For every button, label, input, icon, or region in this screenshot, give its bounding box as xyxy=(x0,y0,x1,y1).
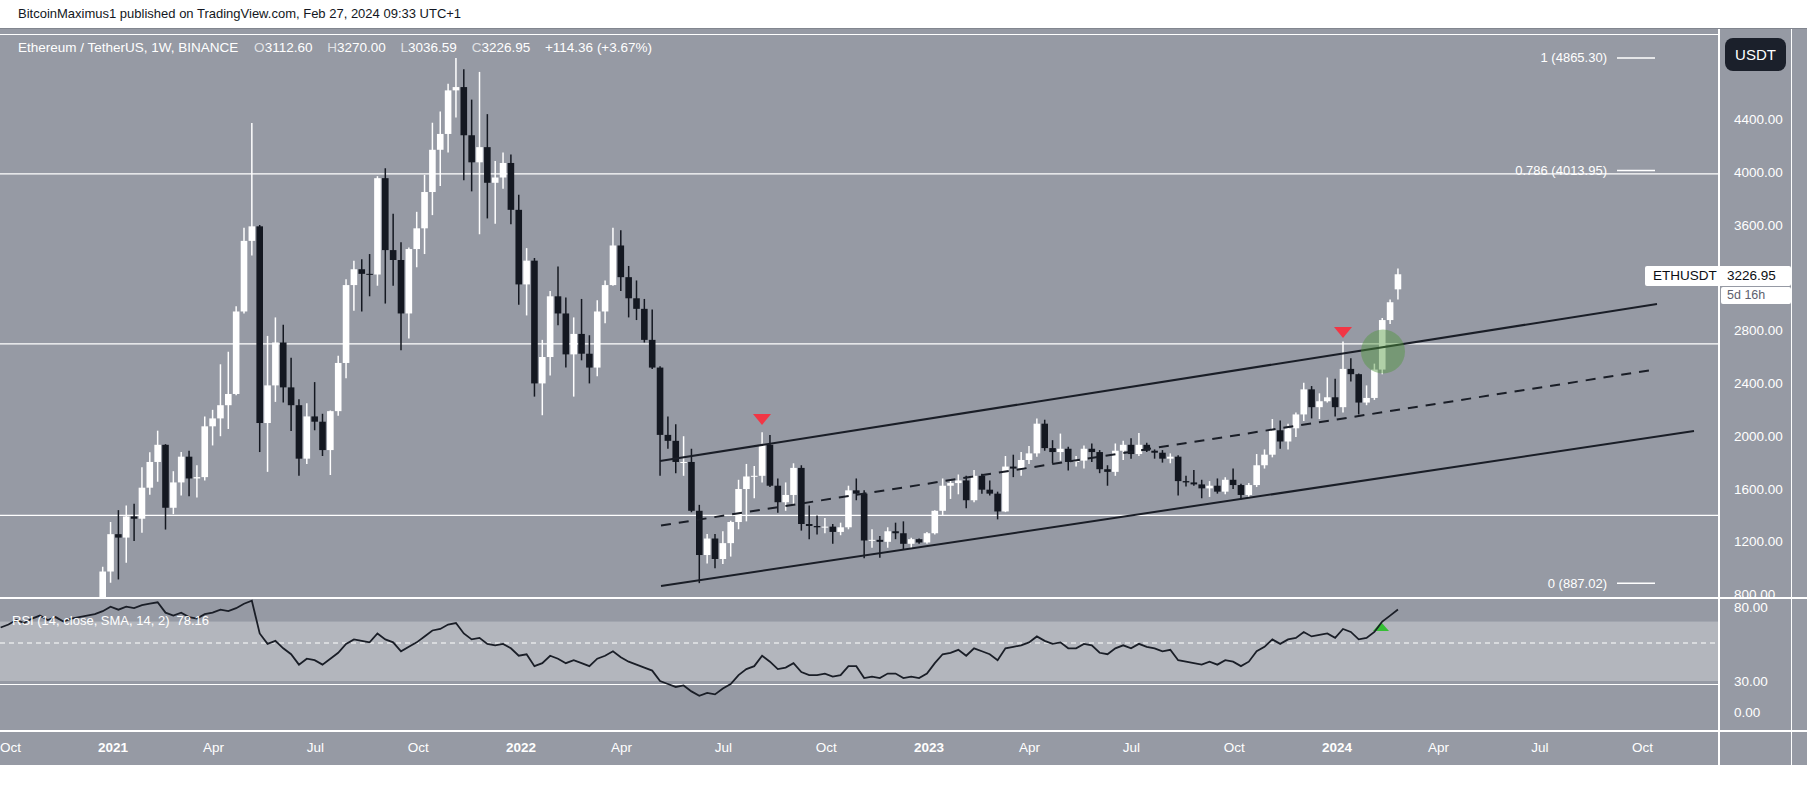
legend-close: C3226.95 xyxy=(472,40,531,55)
price-axis-label: 2400.00 xyxy=(1734,376,1783,391)
rsi-value: 78.16 xyxy=(177,613,210,628)
chart-legend: Ethereum / TetherUS, 1W, BINANCE O3112.6… xyxy=(18,40,663,56)
price-axis-label: 2800.00 xyxy=(1734,323,1783,338)
tradingview-snapshot: BitcoinMaximus1 published on TradingView… xyxy=(0,0,1807,809)
price-axis-label: 3600.00 xyxy=(1734,218,1783,233)
red-triangle-marker xyxy=(1334,327,1352,338)
time-axis-label[interactable]: Oct xyxy=(1632,740,1653,755)
legend-high: H3270.00 xyxy=(327,40,386,55)
red-triangle-marker xyxy=(753,414,771,425)
time-axis-label[interactable]: Oct xyxy=(1224,740,1245,755)
rsi-axis-label: 0.00 xyxy=(1734,705,1760,720)
time-axis-label[interactable]: Apr xyxy=(203,740,225,755)
snapshot-footer: TradingView xyxy=(0,765,1807,809)
time-axis-label[interactable]: Oct xyxy=(816,740,837,755)
time-axis-label[interactable]: 2022 xyxy=(506,740,536,755)
legend-low: L3036.59 xyxy=(401,40,457,55)
price-axis-label: 1600.00 xyxy=(1734,482,1783,497)
channel-line-0 xyxy=(660,304,1657,461)
time-axis-label[interactable]: Oct xyxy=(408,740,429,755)
price-label-symbol: ETHUSDT xyxy=(1653,266,1717,286)
channel-line-2 xyxy=(661,431,1694,586)
fib-label-0786: 0.786 (4013.95) xyxy=(1407,163,1607,178)
price-label-value: 3226.95 xyxy=(1727,266,1776,286)
green-circle-highlight xyxy=(1361,330,1405,374)
candles-layer xyxy=(84,58,1402,632)
time-axis-label[interactable]: Jul xyxy=(715,740,732,755)
bar-countdown-label: 5d 16h xyxy=(1721,287,1791,304)
legend-open: O3112.60 xyxy=(254,40,312,55)
rsi-axis-label: 80.00 xyxy=(1734,600,1768,615)
legend-symbol: Ethereum / TetherUS, 1W, BINANCE xyxy=(18,40,238,55)
chart-canvas[interactable]: 4400.00 4000.00 3600.00 2800.00 2400.00 2000.… xyxy=(0,0,1807,809)
fib-label-1: 1 (4865.30) xyxy=(1407,50,1607,65)
time-axis-label[interactable]: Jul xyxy=(1531,740,1548,755)
fib-label-0: 0 (887.02) xyxy=(1407,576,1607,591)
time-axis-label[interactable]: 2024 xyxy=(1322,740,1353,755)
time-axis-label[interactable]: Apr xyxy=(611,740,633,755)
time-axis-label[interactable]: Jul xyxy=(307,740,324,755)
time-axis-label[interactable]: 2021 xyxy=(98,740,129,755)
last-price-label: ETHUSDT 3226.95 xyxy=(1645,266,1791,286)
channel-line-1 xyxy=(661,370,1655,526)
currency-toggle-button[interactable]: USDT xyxy=(1725,38,1786,71)
time-axis-label[interactable]: Jul xyxy=(1123,740,1140,755)
price-axis-label: 2000.00 xyxy=(1734,429,1783,444)
rsi-title-text: RSI (14, close, SMA, 14, 2) xyxy=(12,613,170,628)
rsi-indicator-title: RSI (14, close, SMA, 14, 2) 78.16 xyxy=(12,613,209,628)
price-axis-label: 1200.00 xyxy=(1734,534,1783,549)
rsi-axis-label: 30.00 xyxy=(1734,674,1768,689)
time-axis-label[interactable]: Apr xyxy=(1428,740,1450,755)
time-axis-label[interactable]: Oct xyxy=(0,740,21,755)
time-axis-label[interactable]: 2023 xyxy=(914,740,945,755)
price-axis-label: 4400.00 xyxy=(1734,112,1783,127)
time-axis-label[interactable]: Apr xyxy=(1019,740,1041,755)
price-axis-label: 4000.00 xyxy=(1734,165,1783,180)
legend-change: +114.36 (+3.67%) xyxy=(545,40,652,55)
